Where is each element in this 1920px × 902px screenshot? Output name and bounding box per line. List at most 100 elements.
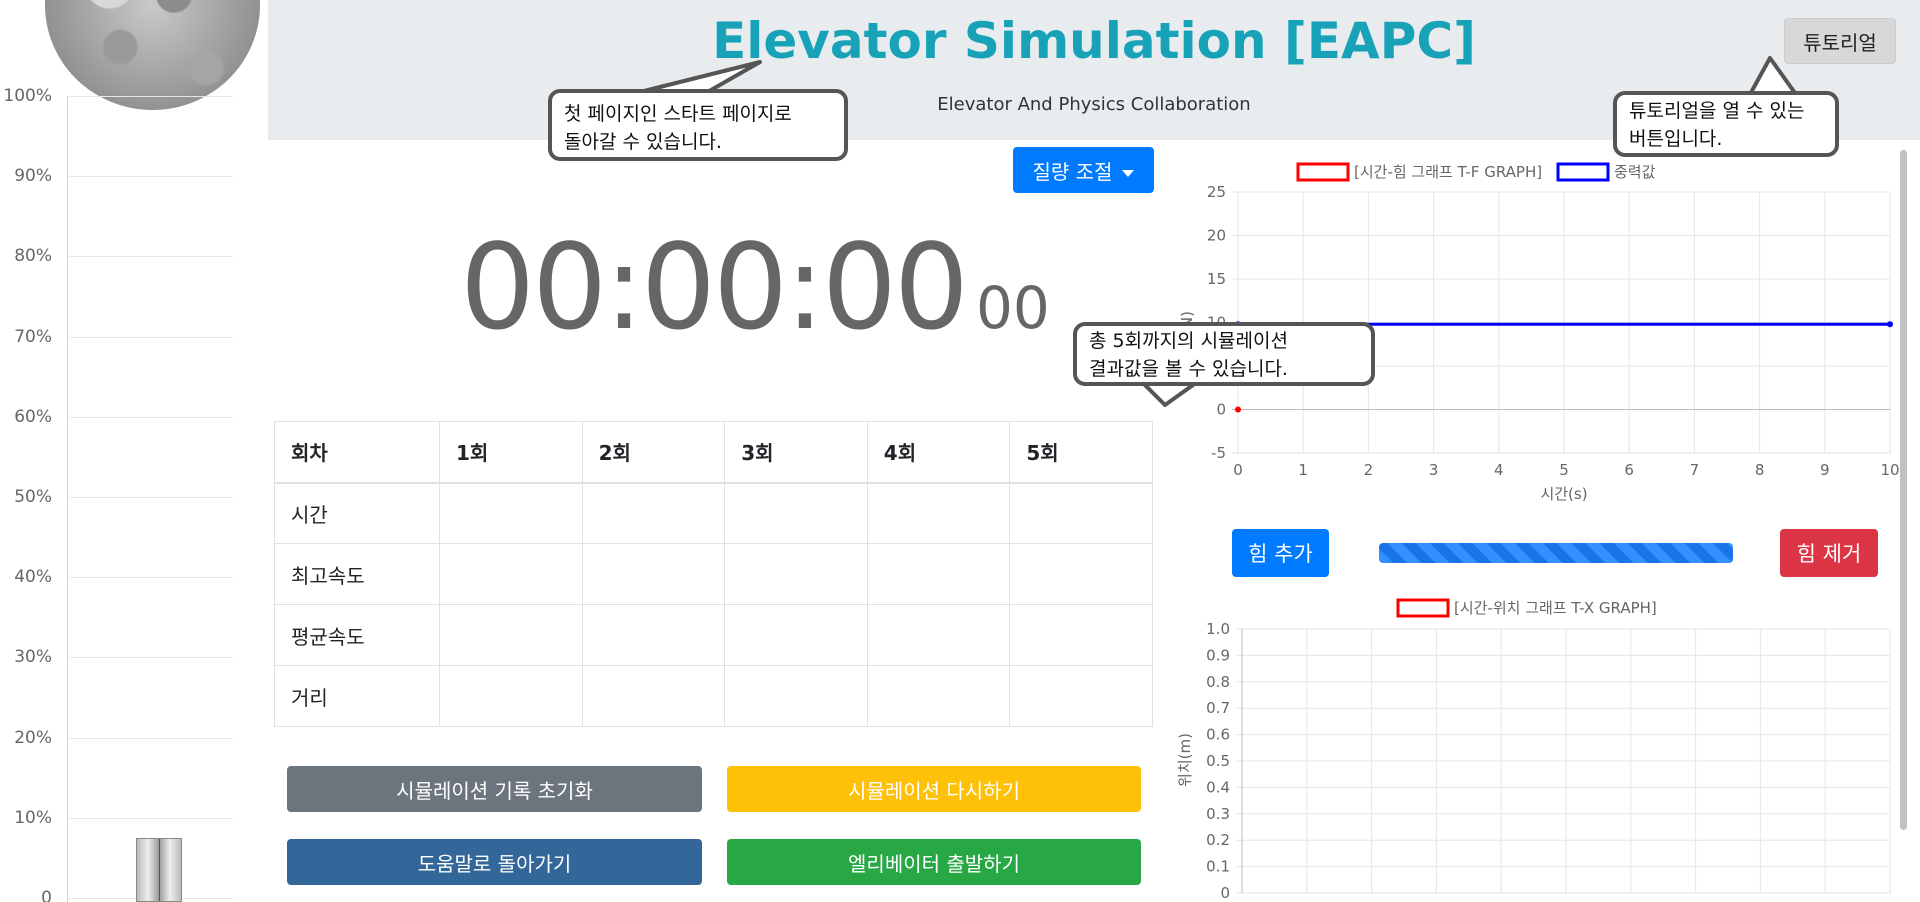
- table-cell: [724, 665, 868, 727]
- y-tick-label: 0.1: [1206, 858, 1230, 876]
- table-cell: [439, 665, 583, 727]
- y-tick-label: 0.5: [1206, 752, 1230, 770]
- shaft-tick: 50%: [0, 487, 268, 507]
- x-tick-label: 6: [1624, 461, 1634, 479]
- table-row: 최고속도: [274, 543, 1153, 605]
- timer-ms: 00: [975, 274, 1050, 342]
- shaft-tick-label: 90%: [14, 166, 52, 187]
- force-controls: 힘 추가 힘 제거: [1232, 529, 1878, 577]
- table-cell: [439, 543, 583, 605]
- y-tick-label: 0.4: [1206, 778, 1230, 796]
- shaft-tick-label: 30%: [14, 647, 52, 668]
- table-header-cell: 회차: [274, 421, 440, 484]
- x-tick-label: 10: [1880, 461, 1899, 479]
- add-force-button[interactable]: 힘 추가: [1232, 529, 1329, 577]
- shaft-tick: 20%: [0, 728, 268, 748]
- shaft-tick-label: 50%: [14, 487, 52, 507]
- x-tick-label: 5: [1559, 461, 1569, 479]
- start-elevator-button[interactable]: 엘리베이터 출발하기: [727, 839, 1141, 885]
- shaft-tick-label: 20%: [14, 727, 52, 748]
- mass-dropdown-label: 질량 조절: [1032, 159, 1113, 184]
- shaft-tick-label: 60%: [14, 406, 52, 427]
- page-title: Elevator Simulation [EAPC]: [712, 12, 1476, 70]
- shaft-gridline: [67, 657, 233, 659]
- y-tick-label: 0: [1216, 401, 1226, 419]
- shaft-gridline: [67, 176, 233, 178]
- table-cell: [581, 665, 726, 727]
- timer-main: 00:00:00: [460, 218, 969, 356]
- series-point: [1235, 406, 1241, 413]
- shaft-gridline: [67, 256, 233, 258]
- tutorial-button[interactable]: 튜토리얼: [1784, 18, 1896, 64]
- x-tick-label: 2: [1364, 461, 1374, 479]
- table-cell: [1009, 482, 1153, 544]
- y-axis-label: 위치(m): [1176, 733, 1194, 787]
- legend-swatch: [1396, 598, 1450, 618]
- shaft-tick: 60%: [0, 407, 268, 427]
- page-subtitle: Elevator And Physics Collaboration: [937, 94, 1251, 115]
- callout-tutorial: 튜토리얼을 열 수 있는 버튼입니다.: [1613, 91, 1839, 157]
- legend-swatch: [1296, 162, 1350, 182]
- x-tick-label: 4: [1494, 461, 1504, 479]
- callout-text: 총 5회까지의 시뮬레이션: [1089, 330, 1288, 352]
- scrollbar[interactable]: [1900, 150, 1907, 830]
- callout-results: 총 5회까지의 시뮬레이션 결과값을 볼 수 있습니다.: [1073, 322, 1375, 386]
- reset-records-button[interactable]: 시뮬레이션 기록 초기화: [287, 766, 702, 812]
- remove-force-button[interactable]: 힘 제거: [1780, 529, 1878, 577]
- shaft-gridline: [67, 737, 233, 739]
- callout-start-page: 첫 페이지인 스타트 페이지로 돌아갈 수 있습니다.: [548, 89, 848, 161]
- row-label: 평균속도: [274, 604, 440, 666]
- mass-dropdown-button[interactable]: 질량 조절: [1013, 147, 1154, 193]
- y-tick-label: 0.7: [1206, 699, 1230, 717]
- table-cell: [866, 482, 1011, 544]
- position-chart-svg: [시간-위치 그래프 T-X GRAPH] 0 0.1 0.2 0.3 0.4 0.5 0.6…: [1176, 598, 1891, 902]
- table-cell: [581, 604, 726, 666]
- table-row: 시간: [274, 482, 1153, 544]
- table-header-cell: 2회: [581, 421, 726, 484]
- y-tick-label: 20: [1207, 227, 1226, 245]
- shaft-tick-label: 10%: [14, 807, 52, 828]
- shaft-tick: 30%: [0, 647, 268, 667]
- callout-text: 돌아갈 수 있습니다.: [564, 130, 722, 153]
- y-tick-label: 0.6: [1206, 726, 1230, 744]
- x-tick-label: 9: [1820, 461, 1830, 479]
- y-tick-label: 25: [1207, 183, 1226, 201]
- shaft-axis: [67, 96, 68, 902]
- y-tick-label: 0.3: [1206, 805, 1230, 823]
- table-cell: [1009, 665, 1153, 727]
- row-label: 시간: [274, 482, 440, 544]
- x-tick-label: 8: [1755, 461, 1765, 479]
- table-cell: [581, 543, 726, 605]
- retry-simulation-button[interactable]: 시뮬레이션 다시하기: [727, 766, 1141, 812]
- callout-text: 첫 페이지인 스타트 페이지로: [564, 103, 792, 125]
- back-to-help-button[interactable]: 도움말로 돌아가기: [287, 839, 702, 885]
- table-cell: [1009, 543, 1153, 605]
- x-tick-label: 0: [1233, 461, 1243, 479]
- shaft-tick-label: 40%: [14, 567, 52, 588]
- shaft-tick-label: 0: [41, 888, 52, 902]
- elevator-car: [136, 838, 182, 902]
- shaft-tick: 90%: [0, 166, 268, 186]
- y-tick-label: 0.8: [1206, 673, 1230, 691]
- x-axis-label: 시간(s): [1540, 485, 1587, 503]
- shaft-tick: 70%: [0, 327, 268, 347]
- y-tick-label: 1.0: [1206, 620, 1230, 638]
- table-header-cell: 1회: [439, 421, 583, 484]
- shaft-gridline: [67, 336, 233, 338]
- legend-swatch: [1556, 162, 1610, 182]
- legend-label: [시간-힘 그래프 T-F GRAPH]: [1354, 163, 1542, 181]
- callout-text: 결과값을 볼 수 있습니다.: [1089, 357, 1288, 380]
- shaft-gridline: [67, 817, 233, 819]
- y-tick-label: 0.9: [1206, 646, 1230, 664]
- shaft-tick: 10%: [0, 808, 268, 828]
- x-tick-label: 3: [1429, 461, 1439, 479]
- table-cell: [439, 482, 583, 544]
- shaft-gridline: [67, 497, 233, 498]
- callout-text: 튜토리얼을 열 수 있는: [1629, 100, 1805, 122]
- force-progress-bar: [1379, 543, 1733, 563]
- shaft-gridline: [67, 96, 233, 97]
- shaft-tick-label: 70%: [14, 326, 52, 347]
- stopwatch: 00:00:00 00: [460, 218, 1050, 356]
- row-label: 거리: [274, 665, 440, 727]
